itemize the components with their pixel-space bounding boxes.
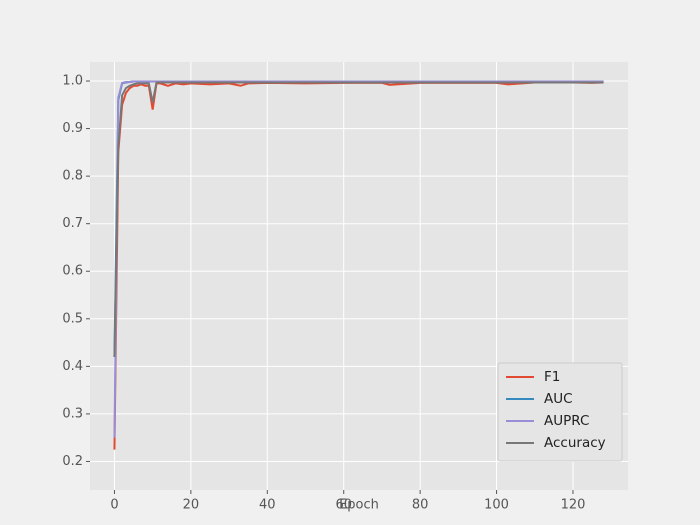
y-tick-label: 0.8 [62, 169, 83, 184]
legend-label: Accuracy [544, 435, 606, 451]
y-tick-label: 0.5 [62, 311, 83, 326]
legend-label: F1 [544, 369, 560, 385]
series-line [113, 81, 604, 357]
legend-label: AUPRC [544, 413, 589, 429]
x-axis-label: Epoch [339, 498, 379, 513]
y-tick-label: 0.3 [62, 406, 83, 421]
x-tick-label: 60 [335, 498, 352, 513]
y-tick-label: 0.7 [62, 216, 83, 231]
x-tick-label: 0 [110, 498, 118, 513]
y-tick-label: 0.4 [62, 359, 83, 374]
x-tick-label: 20 [183, 498, 200, 513]
x-tick-label: 80 [412, 498, 429, 513]
legend: F1 AUC AUPRC Accuracy [497, 362, 623, 462]
y-tick-label: 0.2 [62, 454, 83, 469]
y-tick-label: 0.9 [62, 121, 83, 136]
x-tick-label: 100 [484, 498, 509, 513]
x-tick-label: 120 [561, 498, 586, 513]
legend-label: AUC [544, 391, 573, 407]
y-tick-label: 0.6 [62, 264, 83, 279]
legend-box [497, 362, 623, 462]
x-tick-label: 40 [259, 498, 276, 513]
y-tick-label: 1.0 [62, 74, 83, 89]
